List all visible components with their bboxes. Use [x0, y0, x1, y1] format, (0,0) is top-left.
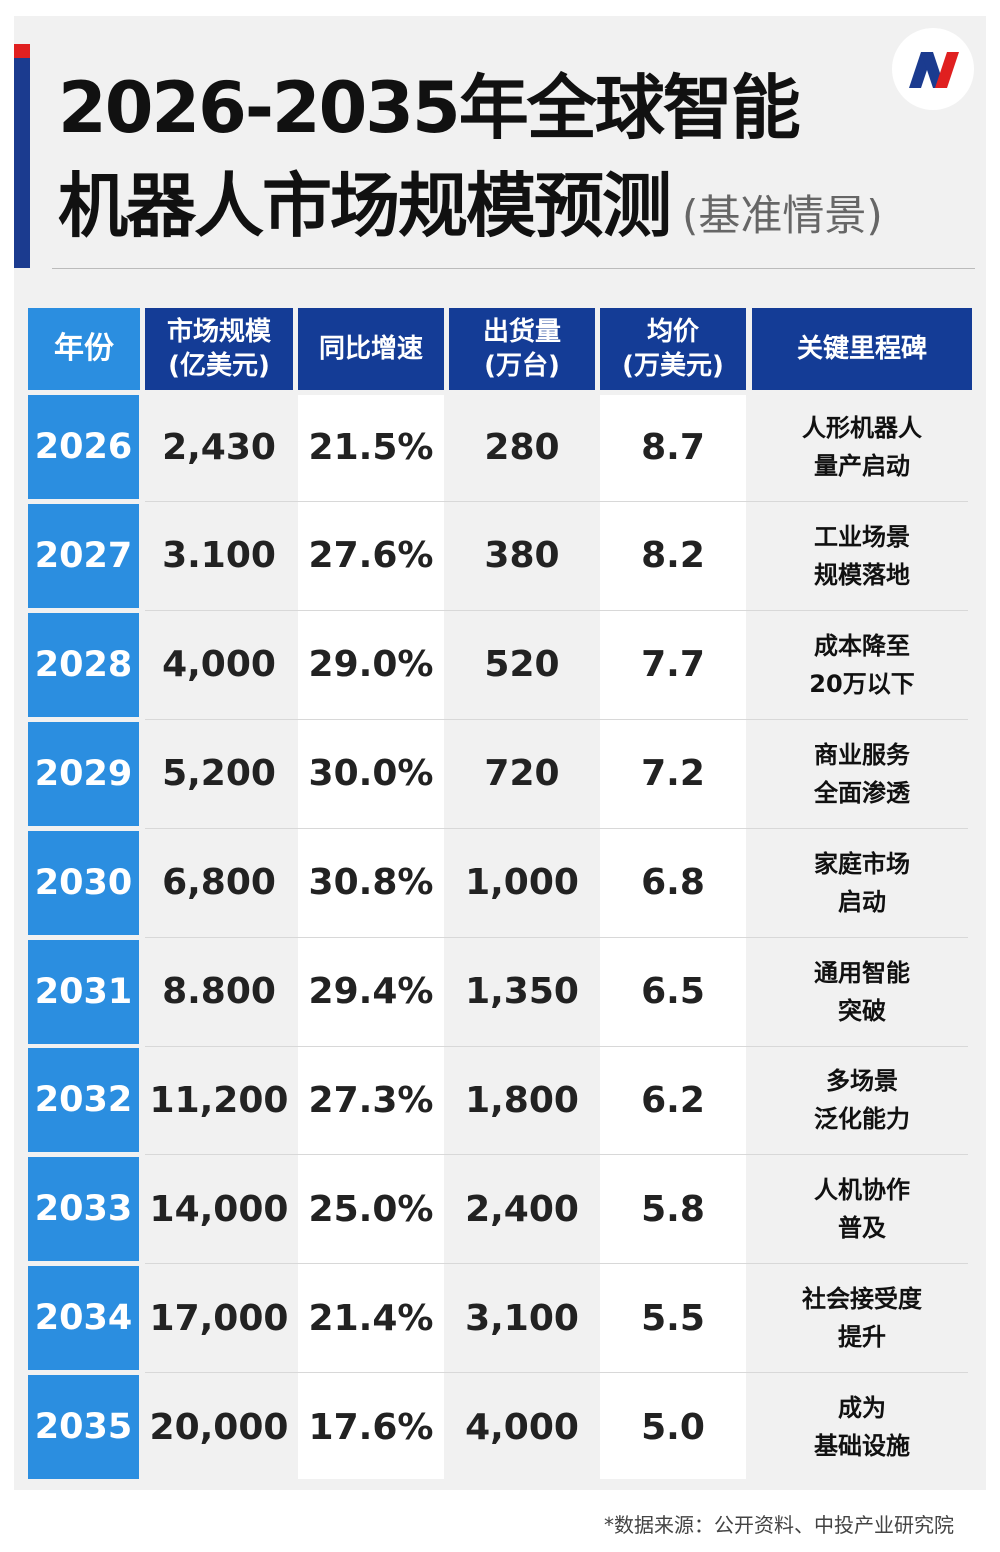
shipments-cell: 1,800 — [465, 1079, 579, 1121]
table-row: 2032 11,200 27.3% 1,800 6.2 多场景 泛化能力 — [28, 1048, 968, 1156]
shipments-cell: 720 — [484, 753, 560, 795]
year-cell: 2030 — [28, 830, 139, 935]
year-cell: 2034 — [28, 1266, 139, 1371]
price-cell: 5.8 — [641, 1188, 705, 1230]
growth-cell: 17.6% — [308, 1406, 434, 1448]
milestone-cell: 家庭市场 启动 — [814, 849, 910, 916]
year-cell: 2031 — [28, 939, 139, 1044]
table-row: 2035 20,000 17.6% 4,000 5.0 成为 基础设施 — [28, 1375, 968, 1480]
milestone-cell: 工业场景 规模落地 — [814, 522, 910, 589]
growth-cell: 25.0% — [308, 1188, 434, 1230]
page-title-line2: 机器人市场规模预测 (基准情景) — [58, 150, 883, 251]
milestone-cell: 成为 基础设施 — [814, 1394, 910, 1461]
price-cell: 5.5 — [641, 1297, 705, 1339]
row-divider — [145, 1154, 968, 1156]
market-size-cell: 2,430 — [162, 426, 276, 468]
price-cell: 7.2 — [641, 753, 705, 795]
shipments-cell: 280 — [484, 426, 560, 468]
market-size-cell: 8.800 — [162, 971, 276, 1012]
price-cell: 6.8 — [641, 862, 705, 904]
year-cell: 2026 — [28, 395, 139, 499]
market-size-cell: 14,000 — [149, 1188, 289, 1230]
shipments-cell: 520 — [484, 644, 560, 686]
growth-cell: 27.3% — [308, 1079, 434, 1121]
page-title-line2-text: 机器人市场规模预测 — [58, 165, 672, 247]
row-divider — [145, 1263, 968, 1265]
growth-cell: 29.4% — [308, 971, 434, 1012]
price-cell: 8.7 — [641, 426, 705, 468]
growth-cell: 27.6% — [308, 535, 434, 577]
price-cell: 6.2 — [641, 1079, 705, 1121]
year-cell: 2035 — [28, 1375, 139, 1480]
table-row: 2031 8.800 29.4% 1,350 6.5 通用智能 突破 — [28, 939, 968, 1047]
header-year: 年份 — [28, 308, 140, 390]
shipments-cell: 1,350 — [465, 971, 579, 1012]
price-cell: 8.2 — [641, 535, 705, 577]
milestone-cell: 成本降至 20万以下 — [809, 631, 915, 698]
growth-cell: 21.5% — [308, 426, 434, 468]
page-title-line1: 2026-2035年全球智能 — [58, 67, 801, 149]
shipments-cell: 3,100 — [465, 1297, 579, 1339]
milestone-cell: 社会接受度 提升 — [802, 1285, 922, 1352]
shipments-cell: 380 — [484, 535, 560, 577]
market-size-cell: 3.100 — [162, 535, 276, 577]
title-divider — [52, 268, 975, 269]
market-size-cell: 6,800 — [162, 862, 276, 904]
shipments-cell: 1,000 — [465, 862, 579, 904]
table-row: 2034 17,000 21.4% 3,100 5.5 社会接受度 提升 — [28, 1266, 968, 1374]
table-row: 2028 4,000 29.0% 520 7.7 成本降至 20万以下 — [28, 612, 968, 720]
page-subtitle: (基准情景) — [682, 191, 883, 240]
price-cell: 5.0 — [641, 1406, 705, 1448]
header-avg-price: 均价 (万美元) — [600, 308, 746, 390]
price-cell: 6.5 — [641, 971, 705, 1012]
milestone-cell: 人机协作 普及 — [814, 1176, 910, 1243]
table-row: 2026 2,430 21.5% 280 8.7 人形机器人 量产启动 — [28, 395, 968, 502]
market-size-cell: 17,000 — [149, 1297, 289, 1339]
table-row: 2027 3.100 27.6% 380 8.2 工业场景 规模落地 — [28, 503, 968, 611]
shipments-cell: 4,000 — [465, 1406, 579, 1448]
header-shipments: 出货量 (万台) — [449, 308, 595, 390]
infographic-card — [14, 16, 986, 1490]
growth-cell: 29.0% — [308, 644, 434, 686]
growth-cell: 21.4% — [308, 1297, 434, 1339]
header-growth: 同比增速 — [298, 308, 444, 390]
market-size-cell: 5,200 — [162, 753, 276, 795]
market-size-cell: 11,200 — [149, 1079, 289, 1121]
table-row: 2030 6,800 30.8% 1,000 6.8 家庭市场 启动 — [28, 830, 968, 938]
table-row: 2029 5,200 30.0% 720 7.2 商业服务 全面渗透 — [28, 721, 968, 829]
year-cell: 2027 — [28, 503, 139, 608]
growth-cell: 30.0% — [308, 753, 434, 795]
year-cell: 2032 — [28, 1048, 139, 1153]
row-divider — [145, 501, 968, 502]
shipments-cell: 2,400 — [465, 1188, 579, 1230]
header-market-size: 市场规模 (亿美元) — [145, 308, 293, 390]
market-size-cell: 20,000 — [149, 1406, 289, 1448]
year-cell: 2029 — [28, 721, 139, 826]
year-cell: 2033 — [28, 1157, 139, 1262]
year-cell: 2028 — [28, 612, 139, 717]
row-divider — [145, 718, 968, 720]
table-row: 2033 14,000 25.0% 2,400 5.8 人机协作 普及 — [28, 1157, 968, 1265]
header-milestone: 关键里程碑 — [752, 308, 972, 390]
brand-logo-icon — [892, 28, 974, 110]
title-accent-bar — [14, 44, 30, 268]
row-divider — [145, 827, 968, 829]
price-cell: 7.7 — [641, 644, 705, 686]
row-divider — [145, 609, 968, 611]
milestone-cell: 人形机器人 量产启动 — [802, 414, 922, 480]
milestone-cell: 通用智能 突破 — [814, 958, 910, 1025]
market-size-cell: 4,000 — [162, 644, 276, 686]
milestone-cell: 多场景 泛化能力 — [814, 1067, 910, 1134]
source-note: *数据来源：公开资料、中投产业研究院 — [604, 1513, 954, 1537]
row-divider — [145, 1372, 968, 1374]
row-divider — [145, 1045, 968, 1047]
growth-cell: 30.8% — [308, 862, 434, 904]
row-divider — [145, 936, 968, 938]
milestone-cell: 商业服务 全面渗透 — [814, 740, 910, 807]
